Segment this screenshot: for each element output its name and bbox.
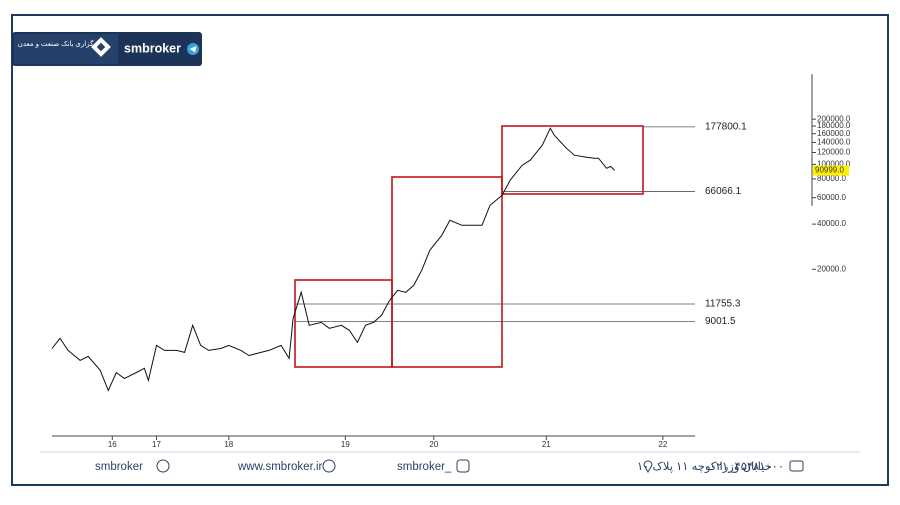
logo-text: کارگزاری بانک صنعت و معدن (18, 39, 103, 48)
level-label: 9001.5 (705, 316, 736, 327)
frame (11, 14, 889, 486)
globe-icon (322, 459, 336, 473)
y-tick-label: 60000.0 (817, 193, 846, 202)
x-tick-label: 18 (224, 440, 233, 449)
last-price-label: 90999.0 (815, 166, 844, 175)
y-tick-label: 40000.0 (817, 219, 846, 228)
y-tick-label: 180000.0 (817, 121, 851, 130)
x-tick-label: 17 (152, 440, 161, 449)
y-tick-label: 100000.0 (817, 159, 851, 168)
price-line (51, 127, 615, 392)
x-tick-label: 22 (658, 440, 667, 449)
telegram-glyph (189, 46, 197, 53)
x-tick-label: 19 (341, 440, 350, 449)
y-tick-label: 80000.0 (817, 174, 846, 183)
footer-instagram: smbroker_ (397, 461, 452, 473)
y-tick-label: 160000.0 (817, 129, 851, 138)
y-tick-label: 20000.0 (817, 264, 846, 273)
boxes (294, 125, 644, 368)
y-tick-label: 200000.0 (817, 114, 851, 123)
x-tick-label: 21 (542, 440, 551, 449)
footer-phone: ۰۲۱_۴۵۴۸۱۰۰۰ (710, 461, 784, 473)
level-label: 177800.1 (705, 122, 747, 133)
brand: smbroker (124, 41, 181, 55)
telegram-outline (156, 459, 170, 473)
footer-telegram: smbroker (95, 461, 143, 473)
y-tick-label: 140000.0 (817, 138, 851, 147)
x-tick-label: 20 (429, 440, 438, 449)
last-price-tag (813, 165, 849, 176)
footer-address: خیابان وزرا کوچه ۱۱ پلاک ۱۰ (637, 460, 772, 474)
footer-website: www.smbroker.ir (237, 461, 323, 473)
logo-mark (91, 37, 111, 57)
instagram-icon (456, 459, 470, 473)
x-tick-label: 16 (108, 440, 117, 449)
pin-icon (643, 460, 653, 474)
level-label: 11755.3 (705, 299, 741, 310)
phone-icon (789, 460, 804, 472)
level-label: 66066.1 (705, 186, 742, 197)
box (501, 125, 644, 195)
y-tick-label: 120000.0 (817, 148, 851, 157)
box (391, 176, 503, 368)
